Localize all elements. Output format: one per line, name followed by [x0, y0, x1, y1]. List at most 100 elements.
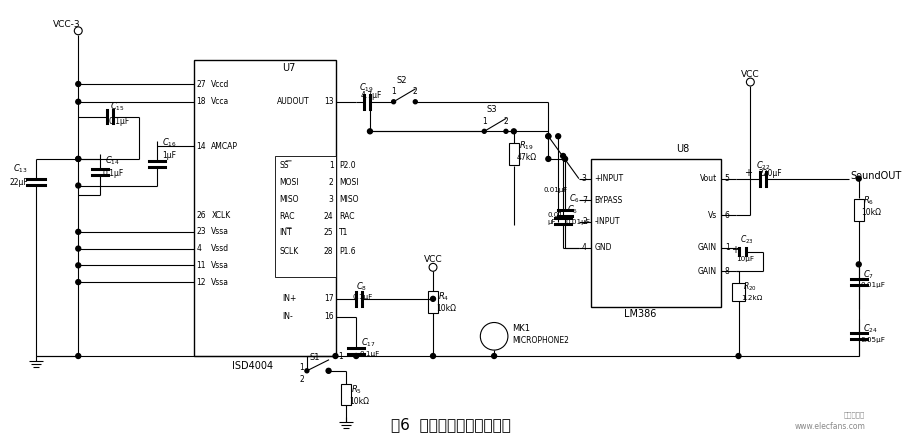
Circle shape: [855, 176, 860, 181]
Text: 0.01μF: 0.01μF: [543, 187, 567, 194]
Text: VCC: VCC: [424, 255, 442, 264]
Text: 2: 2: [413, 88, 417, 96]
Text: 电子发烧友: 电子发烧友: [843, 412, 865, 419]
Circle shape: [482, 130, 486, 133]
Text: $C_6$: $C_6$: [568, 193, 579, 205]
Circle shape: [333, 354, 338, 358]
Text: $C_7$: $C_7$: [862, 269, 873, 282]
Text: SoundOUT: SoundOUT: [850, 171, 901, 181]
Text: RAC: RAC: [339, 212, 354, 221]
Text: 27: 27: [196, 80, 206, 88]
Circle shape: [546, 134, 550, 139]
Text: 0.01μF: 0.01μF: [565, 219, 589, 225]
Text: 4: 4: [581, 243, 586, 252]
Text: 10kΩ: 10kΩ: [349, 397, 369, 406]
Circle shape: [76, 229, 81, 234]
Text: 2: 2: [299, 375, 303, 384]
Text: INT: INT: [279, 229, 292, 237]
Text: IN+: IN+: [281, 294, 296, 303]
Text: 2: 2: [581, 217, 586, 226]
Text: 0.05μF: 0.05μF: [860, 337, 885, 343]
Text: 14: 14: [196, 141, 206, 151]
Text: U7: U7: [281, 63, 295, 73]
Text: 11: 11: [196, 261, 206, 270]
Text: 4: 4: [196, 244, 201, 253]
Text: $C_{15}$: $C_{15}$: [109, 100, 125, 113]
Text: 25: 25: [323, 229, 333, 237]
Text: 0.01μF: 0.01μF: [860, 282, 885, 288]
Text: 1: 1: [328, 161, 333, 170]
Text: Vccd: Vccd: [211, 80, 230, 88]
Text: 5: 5: [724, 174, 729, 183]
Circle shape: [326, 369, 330, 373]
Text: 0.1μF: 0.1μF: [359, 351, 379, 357]
Circle shape: [391, 100, 395, 104]
Text: SS: SS: [279, 161, 289, 170]
Text: BYPASS: BYPASS: [594, 196, 622, 205]
Text: S2: S2: [395, 76, 406, 84]
Text: $R_4$: $R_4$: [437, 291, 449, 303]
Text: Vssa: Vssa: [211, 278, 229, 286]
Text: GAIN: GAIN: [697, 267, 716, 276]
Text: VCC: VCC: [741, 70, 759, 79]
Text: 图6  语音播放模块原理电路: 图6 语音播放模块原理电路: [391, 418, 510, 432]
Text: 16: 16: [323, 312, 333, 321]
Text: IN-: IN-: [281, 312, 292, 321]
Text: www.elecfans.com: www.elecfans.com: [793, 423, 865, 431]
Circle shape: [562, 156, 567, 161]
Text: 10μF: 10μF: [736, 256, 753, 263]
Text: GAIN: GAIN: [697, 243, 716, 252]
Text: 7: 7: [581, 196, 586, 205]
Circle shape: [76, 156, 81, 161]
Text: MOSI: MOSI: [339, 178, 359, 187]
Circle shape: [304, 369, 309, 373]
Text: $R_{20}$: $R_{20}$: [742, 281, 756, 293]
Text: GND: GND: [594, 243, 611, 252]
Circle shape: [560, 153, 565, 158]
Circle shape: [855, 262, 860, 267]
Circle shape: [430, 354, 435, 358]
Text: $C_{17}$: $C_{17}$: [361, 337, 375, 350]
Circle shape: [76, 263, 81, 268]
Text: VCC-3: VCC-3: [53, 20, 80, 29]
Circle shape: [735, 354, 740, 358]
Circle shape: [326, 368, 331, 373]
Bar: [275, 156, 336, 277]
Text: 10kΩ: 10kΩ: [435, 304, 456, 313]
Text: $R_5$: $R_5$: [351, 383, 362, 396]
Circle shape: [430, 297, 435, 301]
Text: 1.2kΩ: 1.2kΩ: [741, 295, 762, 301]
Text: 8: 8: [724, 267, 729, 276]
Text: +INPUT: +INPUT: [594, 174, 623, 183]
Bar: [341, 384, 351, 405]
Text: 23: 23: [196, 227, 206, 236]
Text: $C_{22}$: $C_{22}$: [755, 160, 770, 172]
Text: $C_8$: $C_8$: [356, 281, 367, 293]
Text: 28: 28: [323, 247, 333, 256]
Text: MICROPHONE2: MICROPHONE2: [511, 336, 568, 345]
Text: 22μF: 22μF: [9, 178, 28, 187]
Text: $C_{23}$: $C_{23}$: [740, 233, 753, 246]
Text: 4.7μF: 4.7μF: [361, 91, 382, 100]
Circle shape: [511, 129, 516, 134]
Circle shape: [504, 130, 507, 133]
Text: $C_{13}$: $C_{13}$: [13, 163, 28, 175]
Bar: [853, 199, 863, 221]
Text: -INPUT: -INPUT: [594, 217, 619, 226]
Text: 2: 2: [503, 117, 507, 126]
Circle shape: [546, 156, 550, 161]
Circle shape: [76, 246, 81, 251]
Text: S3: S3: [486, 105, 496, 114]
Bar: [731, 283, 744, 301]
Circle shape: [76, 183, 81, 188]
Text: μF: μF: [547, 219, 555, 225]
Text: 1μF: 1μF: [162, 152, 176, 160]
Text: P1.6: P1.6: [339, 247, 355, 256]
Circle shape: [353, 354, 358, 358]
Text: +: +: [743, 168, 752, 178]
Text: $R_{19}$: $R_{19}$: [518, 140, 533, 152]
Text: $C_{14}$: $C_{14}$: [105, 155, 119, 167]
Text: P2.0: P2.0: [339, 161, 355, 170]
Text: Vout: Vout: [699, 174, 716, 183]
Text: $R_6$: $R_6$: [862, 194, 873, 206]
